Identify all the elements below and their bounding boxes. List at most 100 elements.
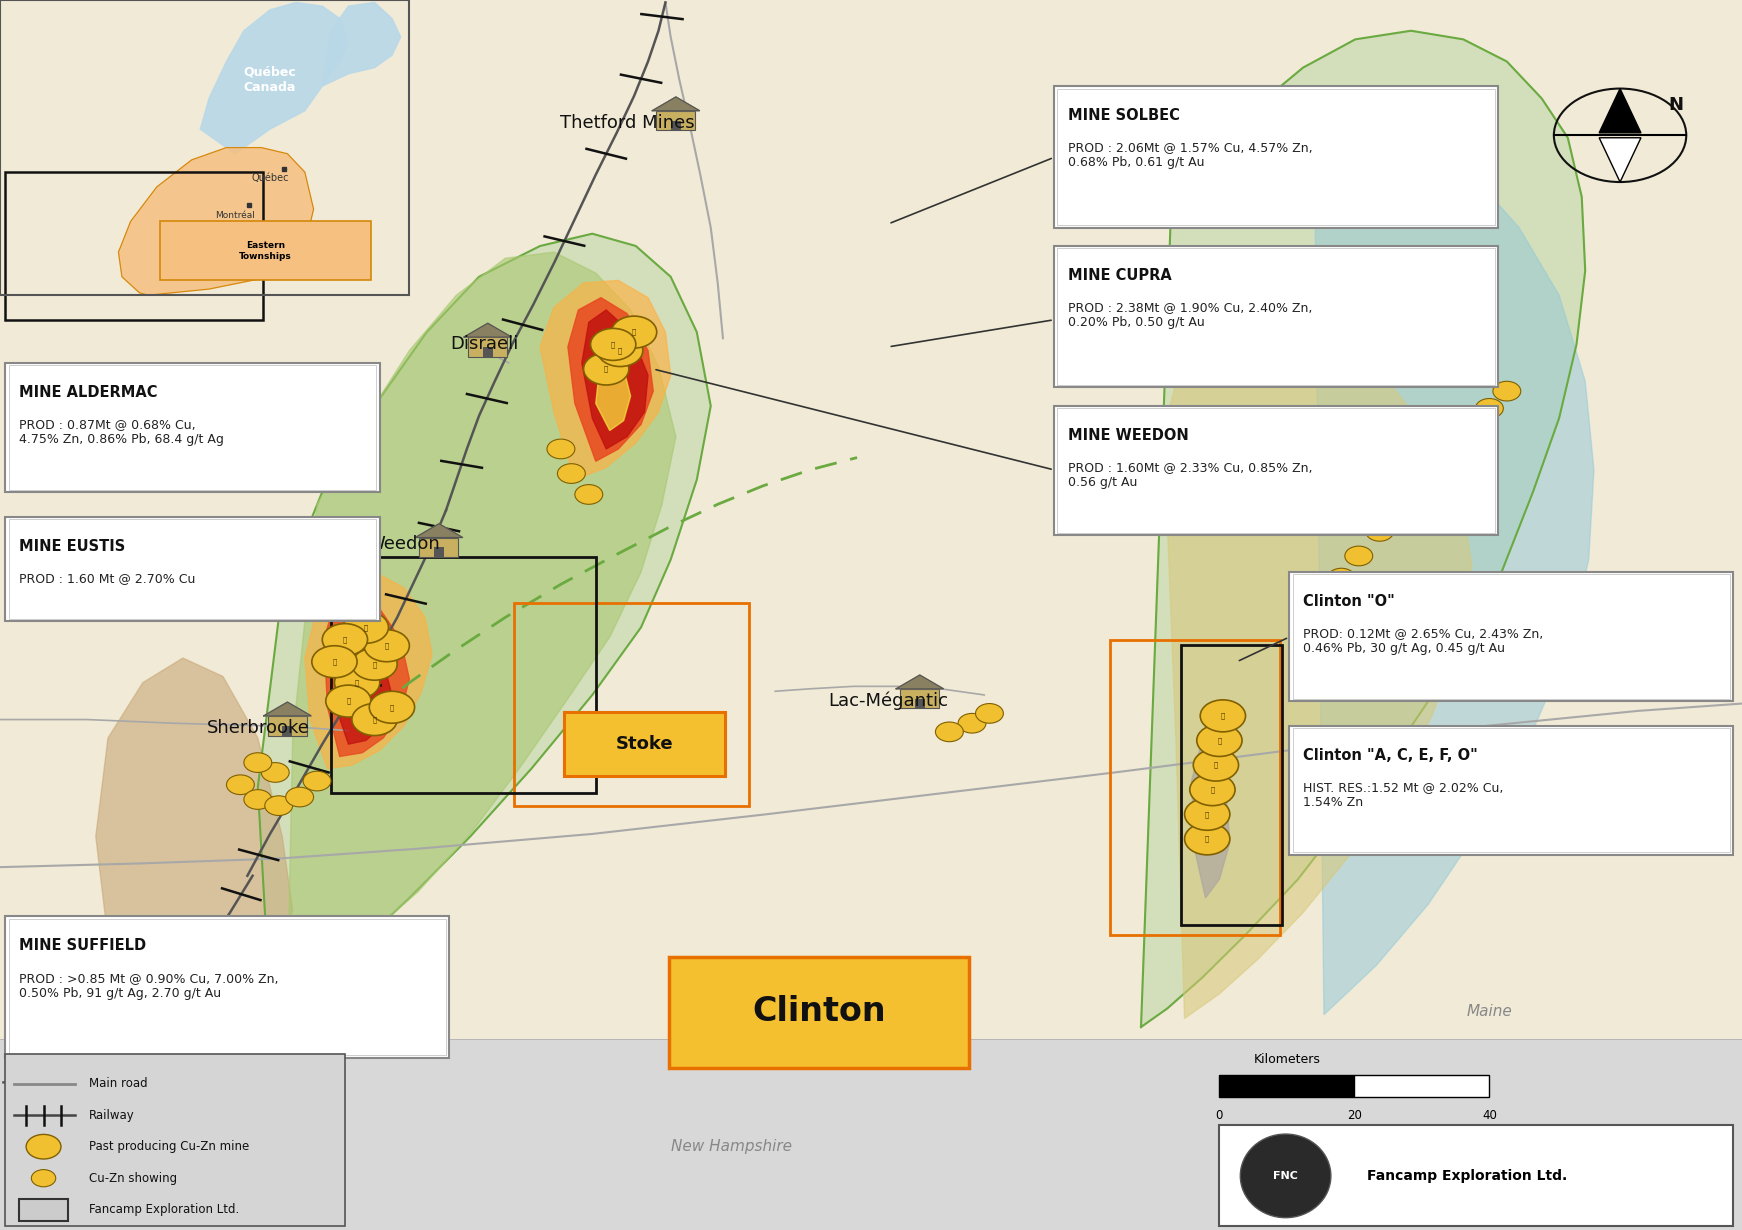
Polygon shape	[96, 658, 293, 1027]
Polygon shape	[258, 234, 711, 1002]
Bar	[5, 916, 449, 1058]
Bar	[282, 726, 293, 736]
Circle shape	[1475, 399, 1503, 418]
Circle shape	[226, 775, 254, 795]
Circle shape	[334, 667, 380, 699]
Bar	[1057, 248, 1495, 385]
Circle shape	[1493, 381, 1521, 401]
Circle shape	[598, 335, 643, 367]
Text: ⛏: ⛏	[632, 328, 636, 336]
Circle shape	[343, 611, 388, 643]
Circle shape	[26, 1134, 61, 1159]
Circle shape	[584, 353, 629, 385]
Bar	[915, 699, 925, 708]
Text: PROD : 1.60Mt @ 2.33% Cu, 0.85% Zn,
0.56 g/t Au: PROD : 1.60Mt @ 2.33% Cu, 0.85% Zn, 0.56…	[1068, 461, 1312, 490]
Circle shape	[1200, 700, 1246, 732]
Text: Past producing Cu-Zn mine: Past producing Cu-Zn mine	[89, 1140, 249, 1154]
Polygon shape	[1599, 138, 1641, 182]
Text: Montréal: Montréal	[216, 210, 254, 220]
Text: Maine: Maine	[1467, 1004, 1512, 1018]
Bar	[331, 557, 596, 793]
Circle shape	[1345, 546, 1373, 566]
Circle shape	[547, 439, 575, 459]
Bar	[1219, 1125, 1733, 1226]
Polygon shape	[1192, 740, 1230, 898]
Text: MINE CUPRA: MINE CUPRA	[1068, 268, 1172, 283]
Bar	[0, 0, 409, 295]
FancyBboxPatch shape	[669, 957, 969, 1068]
Circle shape	[244, 753, 272, 772]
Circle shape	[364, 630, 409, 662]
Text: Clinton: Clinton	[753, 995, 885, 1027]
Polygon shape	[1315, 135, 1594, 1015]
Circle shape	[31, 1170, 56, 1187]
Circle shape	[322, 624, 368, 656]
Text: 40: 40	[1482, 1109, 1496, 1123]
Bar	[657, 111, 695, 130]
Circle shape	[1383, 494, 1411, 514]
Circle shape	[591, 328, 636, 360]
Text: ⛏: ⛏	[604, 365, 608, 373]
Circle shape	[935, 722, 963, 742]
Bar	[469, 337, 507, 357]
Circle shape	[286, 787, 314, 807]
Circle shape	[611, 316, 657, 348]
Circle shape	[265, 796, 293, 815]
Text: ⛏: ⛏	[343, 636, 347, 643]
Text: ⛏: ⛏	[390, 704, 394, 711]
Circle shape	[303, 771, 331, 791]
Text: ⛏: ⛏	[1221, 712, 1225, 720]
Text: Québec: Québec	[251, 173, 289, 183]
FancyBboxPatch shape	[564, 712, 725, 776]
Polygon shape	[118, 148, 314, 295]
Text: ⛏: ⛏	[611, 341, 615, 348]
Text: ⛏: ⛏	[1205, 811, 1209, 818]
Text: Cu-Zn showing: Cu-Zn showing	[89, 1172, 178, 1184]
Bar	[5, 517, 380, 621]
Circle shape	[352, 704, 397, 736]
Bar	[1110, 640, 1280, 935]
Bar	[1289, 572, 1733, 701]
Polygon shape	[1599, 89, 1641, 133]
Polygon shape	[596, 354, 631, 430]
Text: MINE SOLBEC: MINE SOLBEC	[1068, 108, 1179, 123]
Text: ⛏: ⛏	[1211, 786, 1214, 793]
Text: MINE ALDERMAC: MINE ALDERMAC	[19, 385, 159, 400]
Circle shape	[1197, 724, 1242, 756]
Text: New Hampshire: New Hampshire	[671, 1139, 793, 1154]
Text: MINE SUFFIELD: MINE SUFFIELD	[19, 938, 146, 953]
Polygon shape	[568, 298, 653, 461]
Circle shape	[326, 685, 371, 717]
Text: ⛏: ⛏	[373, 661, 376, 668]
FancyBboxPatch shape	[160, 221, 371, 280]
Text: N: N	[1669, 96, 1685, 113]
Ellipse shape	[1240, 1134, 1331, 1218]
Polygon shape	[1164, 317, 1472, 1018]
Text: ⛏: ⛏	[1218, 737, 1221, 744]
Bar	[434, 547, 444, 557]
Bar	[483, 347, 493, 357]
Text: ⛏: ⛏	[618, 347, 622, 354]
Polygon shape	[463, 323, 512, 337]
Text: Québec
Canada: Québec Canada	[244, 66, 296, 93]
Text: Main road: Main road	[89, 1077, 148, 1090]
Text: Railway: Railway	[89, 1108, 134, 1122]
Bar	[901, 689, 939, 708]
Circle shape	[557, 464, 585, 483]
Circle shape	[1185, 823, 1230, 855]
Polygon shape	[324, 590, 409, 756]
Bar	[9, 519, 376, 619]
Polygon shape	[287, 252, 676, 990]
Text: PROD : 2.38Mt @ 1.90% Cu, 2.40% Zn,
0.20% Pb, 0.50 g/t Au: PROD : 2.38Mt @ 1.90% Cu, 2.40% Zn, 0.20…	[1068, 301, 1312, 330]
Circle shape	[244, 790, 272, 809]
Bar	[5, 172, 263, 320]
Circle shape	[1406, 467, 1434, 487]
Text: ⛏: ⛏	[333, 658, 336, 665]
Text: Disraeli: Disraeli	[449, 336, 519, 353]
Circle shape	[312, 646, 357, 678]
Text: ⛏: ⛏	[347, 697, 350, 705]
Bar	[9, 365, 376, 490]
Polygon shape	[338, 617, 392, 744]
Bar	[420, 538, 458, 557]
Polygon shape	[895, 675, 944, 689]
